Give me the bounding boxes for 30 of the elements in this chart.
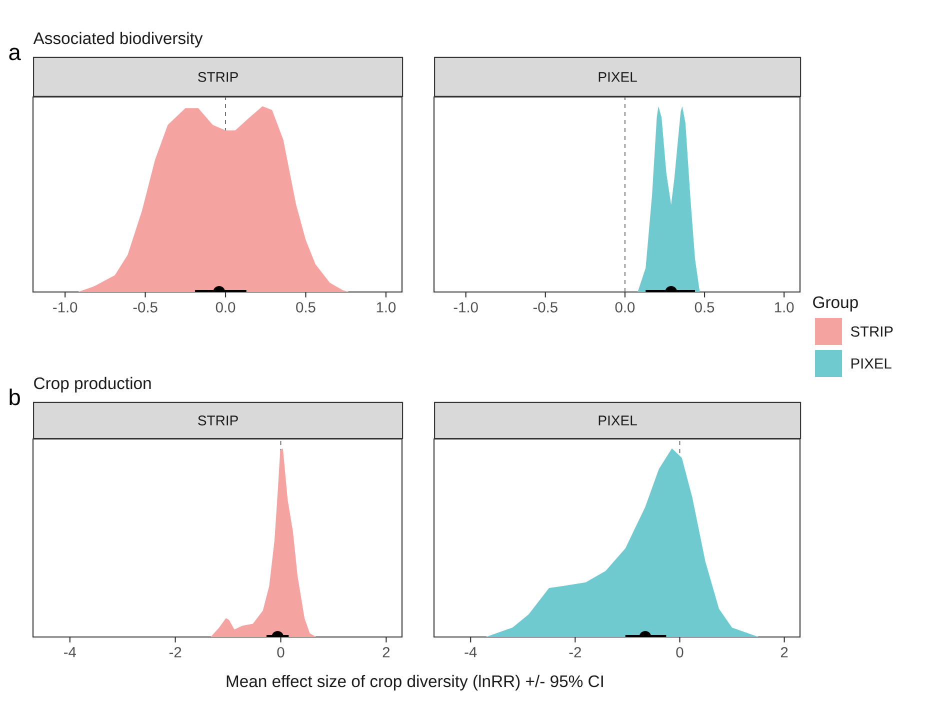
text: b (10, 388, 20, 406)
legend-title: Group (813, 296, 858, 312)
x-axis-title: Mean effect size of crop diversity (lnRR) +/- 95% CI (226, 674, 603, 690)
x-tick-label: -0.5 (533, 302, 558, 312)
chart-subtitle: STRIP (198, 416, 238, 426)
x-tick-label: 1.0 (775, 302, 794, 312)
x-tick-label: 0.0 (216, 302, 236, 312)
x-tick-label: 0.5 (296, 302, 316, 312)
x-tick-label: -0.5 (133, 302, 158, 312)
x-tick-label: -2 (169, 647, 182, 658)
x-tick-label: 0 (676, 647, 684, 658)
x-tick-label: -4 (64, 647, 76, 658)
series-label: STRIP (198, 72, 238, 82)
text: a (9, 48, 21, 60)
x-tick-label: -1.0 (53, 302, 78, 312)
text: STRIP (850, 326, 893, 337)
chart-subtitle: PIXEL (598, 416, 637, 426)
x-tick-label: -4 (464, 647, 477, 658)
x-tick-label: 0 (277, 647, 284, 658)
x-tick-label: 0.0 (615, 302, 635, 312)
x-tick-label: 2 (780, 647, 788, 658)
x-tick-label: -2 (569, 647, 581, 658)
chart-subtitle: PIXEL (598, 72, 637, 82)
x-tick-label: 2 (382, 647, 390, 658)
legend-label: PIXEL (851, 358, 892, 369)
x-tick-label: 0.5 (694, 302, 714, 312)
chart-title: Crop production (34, 376, 151, 392)
chart-title: Associated biodiversity (33, 32, 203, 48)
x-tick-label: -1.0 (454, 302, 478, 312)
x-tick-label: 1.0 (376, 302, 396, 312)
